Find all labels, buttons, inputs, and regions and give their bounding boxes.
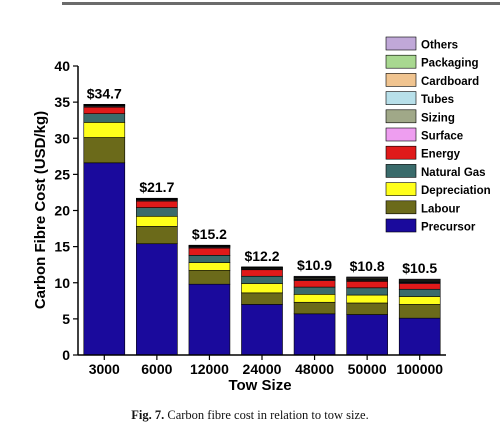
y-axis-title: Carbon Fibre Cost (USD/kg) — [32, 111, 49, 309]
bar-segment-energy-50000 — [346, 281, 388, 289]
bar-segment-precursor-48000 — [293, 313, 336, 356]
legend-swatch-surface — [385, 127, 417, 142]
legend-swatch-energy — [385, 145, 417, 160]
x-tick-label-48000: 48000 — [295, 361, 334, 377]
legend-label-energy: Energy — [421, 149, 461, 161]
legend-label-precursor: Precursor — [421, 222, 476, 234]
caption-text: Carbon fibre cost in relation to tow siz… — [167, 408, 369, 422]
bar-segment-depreciation-48000 — [293, 294, 336, 303]
bar-segment-precursor-24000 — [241, 304, 283, 356]
y-tick-label-20: 20 — [54, 203, 70, 219]
bar-segment-others-100000 — [398, 278, 441, 281]
x-tick-label-6000: 6000 — [141, 361, 172, 377]
legend-label-tubes: Tubes — [421, 94, 454, 106]
bar-segment-depreciation-50000 — [346, 294, 388, 304]
bar-segment-precursor-100000 — [398, 317, 441, 356]
bar-segment-labour-6000 — [136, 226, 178, 245]
total-label-12000: $15.2 — [192, 226, 227, 242]
bar-segment-natural-gas-3000 — [83, 113, 126, 123]
figure-caption: Fig. 7. Carbon fibre cost in relation to… — [0, 408, 500, 423]
total-label-3000: $34.7 — [87, 85, 122, 101]
total-label-48000: $10.9 — [297, 257, 332, 273]
x-tick-label-24000: 24000 — [243, 361, 282, 377]
x-tick-label-3000: 3000 — [89, 361, 120, 377]
bar-segment-labour-24000 — [241, 292, 283, 305]
bar-segment-labour-48000 — [293, 301, 336, 315]
bar-segment-labour-3000 — [83, 137, 126, 164]
stacked-bar-chart: $34.7 3000 $21.7 6000 $15.2 12000 $12.2 24000 $1… — [32, 36, 491, 394]
total-label-100000: $10.5 — [402, 260, 437, 276]
plot-area: $34.7 3000 $21.7 6000 $15.2 12000 $12.2 24000 $1… — [54, 58, 446, 377]
bar-segment-depreciation-3000 — [83, 122, 126, 138]
bar-segment-precursor-3000 — [83, 162, 126, 356]
bar-segment-energy-12000 — [188, 247, 231, 256]
bar-segment-precursor-6000 — [136, 243, 178, 356]
legend-label-labour: Labour — [421, 203, 460, 215]
bar-segment-natural-gas-48000 — [293, 286, 336, 295]
bar-segment-natural-gas-100000 — [398, 288, 441, 297]
x-tick-label-12000: 12000 — [190, 361, 229, 377]
y-tick-label-10: 10 — [54, 275, 70, 291]
bar-segment-depreciation-100000 — [398, 296, 441, 305]
legend-swatch-cardboard — [385, 73, 417, 87]
bar-segment-depreciation-24000 — [241, 283, 283, 294]
legend-swatch-precursor — [385, 218, 417, 233]
y-tick-label-15: 15 — [54, 239, 70, 255]
bar-segment-natural-gas-24000 — [241, 275, 283, 284]
x-tick-label-100000: 100000 — [396, 361, 443, 377]
bar-segment-depreciation-6000 — [136, 215, 178, 227]
legend-label-others: Others — [421, 40, 458, 52]
bar-segment-energy-100000 — [398, 283, 441, 290]
bar-segment-precursor-12000 — [188, 283, 231, 356]
y-tick-label-0: 0 — [62, 347, 70, 363]
legend-swatch-depreciation — [385, 182, 417, 196]
x-tick-label-50000: 50000 — [348, 361, 387, 377]
legend: Others Packaging Cardboard Tubes Sizing Surfa… — [385, 36, 491, 234]
total-label-24000: $12.2 — [244, 248, 279, 264]
x-axis-title: Tow Size — [228, 377, 291, 394]
y-tick-label-30: 30 — [54, 130, 70, 146]
bar-segment-natural-gas-6000 — [136, 207, 178, 217]
legend-label-cardboard: Cardboard — [421, 76, 479, 88]
legend-swatch-sizing — [385, 109, 417, 124]
bar-segment-labour-50000 — [346, 302, 388, 315]
bar-segment-depreciation-12000 — [188, 262, 231, 271]
bar-segment-energy-3000 — [83, 106, 126, 114]
legend-label-sizing: Sizing — [421, 112, 455, 124]
legend-swatch-natural-gas — [385, 164, 417, 178]
legend-label-natural-gas: Natural Gas — [421, 167, 486, 179]
bar-segment-natural-gas-50000 — [346, 287, 388, 296]
bar-segment-energy-6000 — [136, 200, 178, 208]
legend-label-surface: Surface — [421, 131, 463, 143]
legend-swatch-packaging — [385, 54, 417, 69]
legend-swatch-tubes — [385, 91, 417, 105]
bar-segment-others-50000 — [346, 276, 388, 278]
bar-segment-energy-48000 — [293, 280, 336, 288]
bar-segment-others-48000 — [293, 275, 336, 278]
bar-segment-natural-gas-12000 — [188, 254, 231, 263]
top-rule — [62, 2, 500, 5]
total-label-50000: $10.8 — [350, 258, 385, 274]
y-tick-label-5: 5 — [62, 311, 70, 327]
bar-segment-labour-100000 — [398, 304, 441, 319]
legend-swatch-labour — [385, 200, 417, 215]
legend-swatch-others — [385, 36, 417, 51]
bar-segment-precursor-50000 — [346, 314, 388, 356]
y-tick-label-40: 40 — [54, 58, 70, 74]
legend-label-depreciation: Depreciation — [421, 185, 491, 197]
bar-segment-labour-12000 — [188, 270, 231, 285]
y-tick-label-35: 35 — [54, 94, 70, 110]
legend-label-packaging: Packaging — [421, 58, 479, 70]
y-tick-label-25: 25 — [54, 166, 70, 182]
bar-segment-energy-24000 — [241, 269, 283, 277]
total-label-6000: $21.7 — [139, 179, 174, 195]
caption-label: Fig. 7. — [131, 408, 165, 422]
